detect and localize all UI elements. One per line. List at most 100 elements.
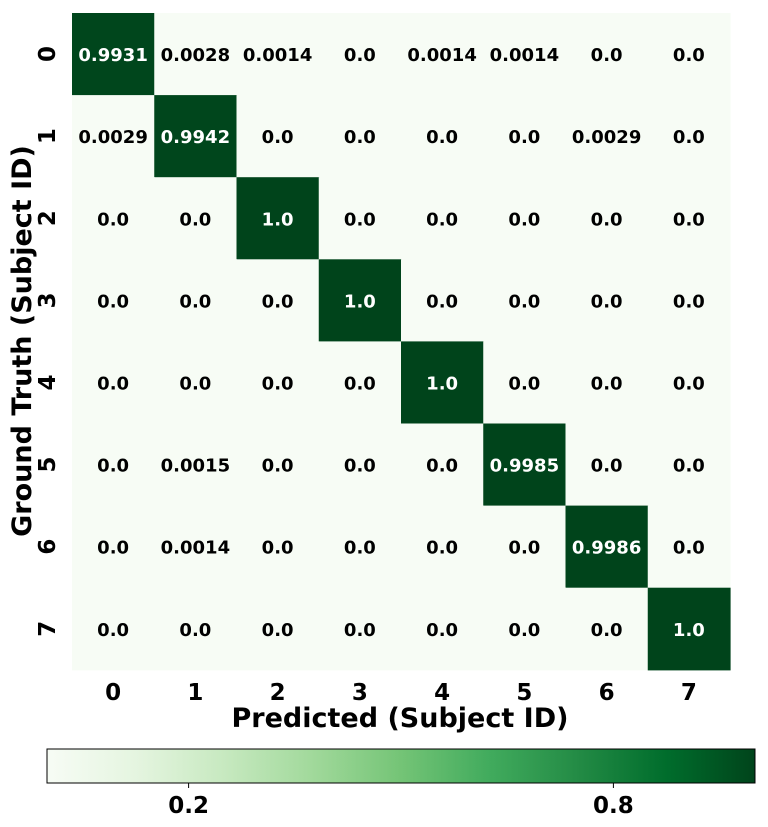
x-tick-labels: 0 1 2 3 4 5 6 7 <box>105 680 697 706</box>
heatmap-cell <box>236 95 320 178</box>
heatmap-cell <box>236 13 320 96</box>
heatmap-cell <box>72 177 155 260</box>
cell-value-label: 0.0 <box>426 456 458 477</box>
cell-value-label: 1.0 <box>426 373 458 394</box>
cell-value-label: 0.0 <box>344 127 376 148</box>
heatmap-cell <box>72 259 155 342</box>
heatmap-cells: 0.9931 0.0028 0.0014 0.0 0.0014 0.0014 0.0 0.00… <box>72 13 731 671</box>
x-tick-label: 2 <box>270 680 286 706</box>
cell-value-label: 0.0 <box>673 291 705 312</box>
y-tick-label: 3 <box>35 292 61 308</box>
heatmap-cell <box>483 13 567 96</box>
cell-value-label: 0.0 <box>97 456 129 477</box>
colorbar: 0.2 0.8 <box>46 748 756 819</box>
heatmap-cell <box>647 95 731 178</box>
cell-value-label: 0.9931 <box>78 45 147 66</box>
cell-value-label: 0.0 <box>591 456 623 477</box>
y-tick-label: 1 <box>35 128 61 144</box>
y-axis-title: Ground Truth (Subject ID) <box>7 145 38 537</box>
heatmap-cell <box>401 505 484 589</box>
cell-value-label: 0.9942 <box>161 127 230 148</box>
heatmap-cell <box>236 259 320 342</box>
heatmap-cell <box>318 341 402 425</box>
cell-value-label: 0.0 <box>508 127 540 148</box>
heatmap-cell <box>318 423 402 507</box>
cell-value-label: 0.0 <box>179 620 211 641</box>
x-tick-label: 3 <box>352 680 368 706</box>
y-tick-label: 7 <box>35 621 61 637</box>
heatmap-cell <box>72 505 155 589</box>
cell-value-label: 0.0 <box>179 209 211 230</box>
y-tick-label: 4 <box>35 374 61 390</box>
heatmap-cell <box>647 341 731 425</box>
heatmap-cell <box>565 95 649 178</box>
heatmap-cell <box>154 259 238 342</box>
cell-value-label: 0.0 <box>508 373 540 394</box>
y-tick-labels: 0 1 2 3 4 5 6 7 <box>35 46 61 637</box>
heatmap-cell <box>565 13 649 96</box>
heatmap-cell <box>647 505 731 589</box>
heatmap-cell <box>236 423 320 507</box>
heatmap-cell <box>72 13 155 96</box>
cell-value-label: 0.0 <box>673 45 705 66</box>
cell-value-label: 0.0 <box>262 291 294 312</box>
cell-value-label: 0.0 <box>426 291 458 312</box>
y-tick-label: 2 <box>35 210 61 226</box>
heatmap-cell <box>154 587 238 671</box>
cell-value-label: 0.0 <box>262 373 294 394</box>
cell-value-label: 0.0 <box>262 538 294 559</box>
heatmap-cell <box>401 587 484 671</box>
heatmap-cell <box>647 13 731 96</box>
heatmap-cell <box>401 259 484 342</box>
y-tick-label: 6 <box>35 539 61 555</box>
heatmap-cell <box>565 259 649 342</box>
cell-value-label: 1.0 <box>262 209 294 230</box>
x-tick-label: 0 <box>105 680 121 706</box>
heatmap-cell <box>647 423 731 507</box>
heatmap-cell <box>236 177 320 260</box>
cell-value-label: 0.0 <box>508 209 540 230</box>
heatmap-cell <box>483 423 567 507</box>
cell-value-label: 1.0 <box>344 291 376 312</box>
heatmap-cell <box>565 177 649 260</box>
cell-value-label: 0.0 <box>97 620 129 641</box>
cell-value-label: 0.0 <box>508 620 540 641</box>
cell-value-label: 0.0 <box>426 127 458 148</box>
cell-value-label: 0.9986 <box>572 538 641 559</box>
heatmap-cell <box>72 423 155 507</box>
cell-value-label: 0.0014 <box>490 45 559 66</box>
cell-value-label: 0.0 <box>97 373 129 394</box>
cell-value-label: 0.0 <box>344 538 376 559</box>
heatmap-cell <box>647 587 731 671</box>
cell-value-label: 0.0 <box>673 373 705 394</box>
cell-value-label: 0.0 <box>262 127 294 148</box>
cell-value-label: 0.0 <box>508 538 540 559</box>
heatmap-cell <box>318 13 402 96</box>
cell-value-label: 0.0029 <box>572 127 641 148</box>
cell-value-label: 0.0 <box>344 373 376 394</box>
cell-value-label: 0.0 <box>673 127 705 148</box>
x-tick-label: 1 <box>187 680 203 706</box>
heatmap-cell <box>318 95 402 178</box>
cell-value-label: 0.0 <box>262 456 294 477</box>
cell-value-label: 0.0028 <box>161 45 230 66</box>
heatmap-cell <box>483 177 567 260</box>
cell-value-label: 0.0 <box>179 291 211 312</box>
heatmap-cell <box>154 341 238 425</box>
heatmap-cell <box>318 259 402 342</box>
cell-value-label: 0.0 <box>591 291 623 312</box>
cell-value-label: 0.0 <box>673 456 705 477</box>
heatmap-cell <box>154 423 238 507</box>
cell-value-label: 0.0 <box>262 620 294 641</box>
colorbar-tick-label: 0.8 <box>593 793 634 819</box>
heatmap-cell <box>401 13 484 96</box>
cell-value-label: 0.0015 <box>161 456 230 477</box>
heatmap-cell <box>154 177 238 260</box>
cell-value-label: 0.0 <box>426 538 458 559</box>
cell-value-label: 0.0 <box>344 45 376 66</box>
heatmap-cell <box>483 259 567 342</box>
cell-value-label: 0.0 <box>179 373 211 394</box>
heatmap-cell <box>318 177 402 260</box>
cell-value-label: 0.0 <box>97 209 129 230</box>
colorbar-tick-label: 0.2 <box>168 793 209 819</box>
